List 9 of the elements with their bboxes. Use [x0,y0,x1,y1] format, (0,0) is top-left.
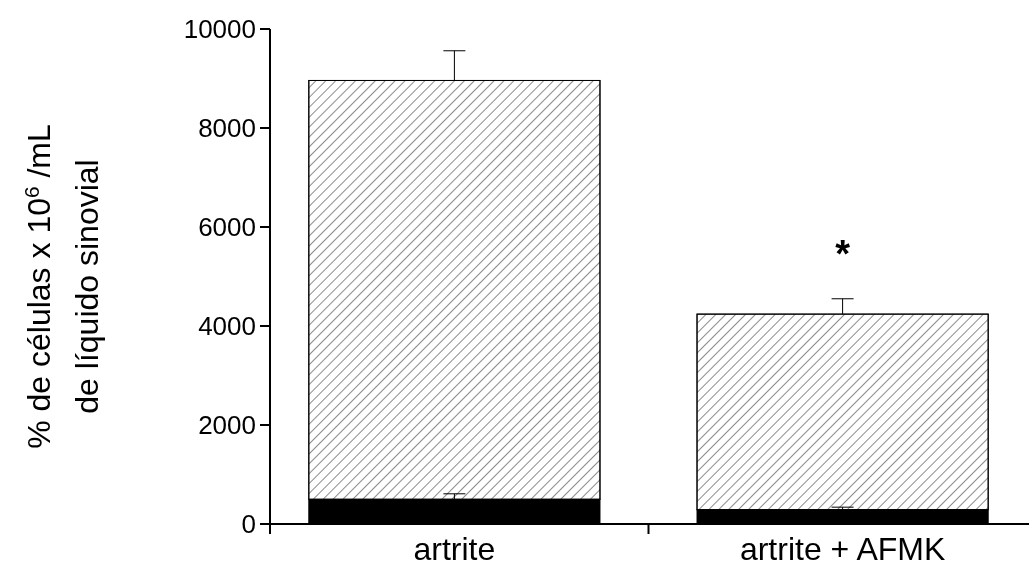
y-tick-label: 4000 [198,311,256,342]
y-tick-label: 10000 [183,14,256,45]
y-tick-label: 2000 [198,410,256,441]
x-tick-label: artrite + AFMK [739,531,946,567]
y-tick-label: 0 [241,509,256,540]
y-tick-label: 6000 [198,212,256,243]
x-tick-label: artrite [413,531,496,567]
annotation: * [835,233,851,276]
y-tick-label: 8000 [198,113,256,144]
